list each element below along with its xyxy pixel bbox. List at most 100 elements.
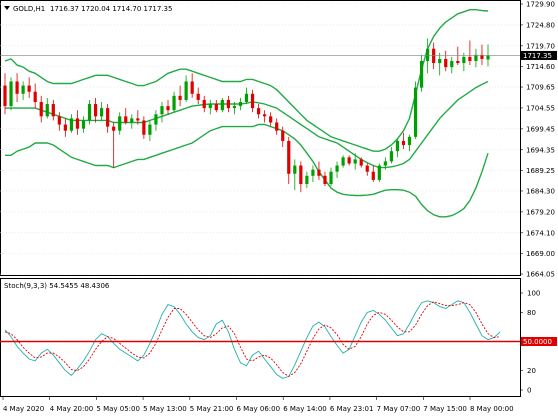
candle-body[interactable] <box>142 120 146 135</box>
time-tick-label: 4 May 20:00 <box>50 405 94 413</box>
candle-body[interactable] <box>220 99 224 111</box>
candle-body[interactable] <box>383 161 387 166</box>
candle-body[interactable] <box>3 85 7 107</box>
candle-body[interactable] <box>480 54 484 59</box>
candle-body[interactable] <box>468 56 472 61</box>
candle-body[interactable] <box>124 116 128 123</box>
candle-body[interactable] <box>148 124 152 135</box>
candle-body[interactable] <box>317 169 321 176</box>
candle-body[interactable] <box>27 85 31 92</box>
candle-body[interactable] <box>456 60 460 64</box>
candle-body[interactable] <box>371 171 375 180</box>
candle-body[interactable] <box>166 106 170 111</box>
candle-body[interactable] <box>154 114 158 125</box>
price-tick-label: 1669.00 <box>526 250 555 258</box>
candle-body[interactable] <box>100 108 104 117</box>
candle-body[interactable] <box>57 116 61 125</box>
candle-body[interactable] <box>130 118 134 123</box>
candle-body[interactable] <box>232 106 237 109</box>
candle-body[interactable] <box>377 165 381 180</box>
candle-body[interactable] <box>106 108 110 127</box>
candle-body[interactable] <box>93 104 98 117</box>
stoch-tick-label: 20 <box>527 367 536 375</box>
candle-body[interactable] <box>244 93 249 102</box>
candle-body[interactable] <box>226 99 230 109</box>
candle-body[interactable] <box>281 130 285 141</box>
candle-body[interactable] <box>413 87 418 137</box>
candle-body[interactable] <box>69 118 74 131</box>
candle-body[interactable] <box>81 120 86 129</box>
candles[interactable] <box>3 38 490 193</box>
candle-body[interactable] <box>15 81 19 94</box>
candle-body[interactable] <box>432 48 436 64</box>
candle-body[interactable] <box>293 165 297 174</box>
candle-body[interactable] <box>407 136 412 146</box>
candle-body[interactable] <box>486 55 490 60</box>
time-tick-label: 6 May 14:00 <box>283 405 327 413</box>
candle-body[interactable] <box>287 140 291 174</box>
candle-body[interactable] <box>335 165 339 172</box>
candle-body[interactable] <box>178 95 182 100</box>
candle-body[interactable] <box>87 104 92 121</box>
main-chart-frame <box>0 0 521 276</box>
candle-body[interactable] <box>51 104 55 117</box>
candle-body[interactable] <box>75 118 80 129</box>
candle-body[interactable] <box>33 91 37 102</box>
candle-body[interactable] <box>323 175 327 184</box>
candle-body[interactable] <box>444 58 448 68</box>
candle-body[interactable] <box>45 104 49 117</box>
candle-body[interactable] <box>136 118 140 121</box>
candle-body[interactable] <box>208 104 212 109</box>
candle-body[interactable] <box>395 140 400 152</box>
candle-body[interactable] <box>438 58 442 64</box>
candle-body[interactable] <box>184 81 188 100</box>
candle-body[interactable] <box>63 124 67 131</box>
candle-body[interactable] <box>305 175 309 184</box>
stoch-tick-label: 100 <box>527 290 540 298</box>
candle-body[interactable] <box>347 157 351 164</box>
candle-body[interactable] <box>353 159 357 164</box>
price-tick-label: 1719.70 <box>526 42 555 50</box>
candle-body[interactable] <box>462 56 466 64</box>
stoch-tick-label: 80 <box>527 309 536 317</box>
price-tick-label: 1699.45 <box>526 125 555 133</box>
candle-body[interactable] <box>39 101 43 117</box>
candle-body[interactable] <box>9 81 13 107</box>
chevron-down-icon[interactable] <box>4 6 10 10</box>
candle-body[interactable] <box>359 159 363 166</box>
candle-body[interactable] <box>250 93 255 109</box>
current-price-tag <box>521 50 557 60</box>
candle-body[interactable] <box>256 108 261 115</box>
candle-body[interactable] <box>118 116 122 131</box>
candle-body[interactable] <box>389 151 393 162</box>
price-tick-label: 1704.55 <box>526 104 555 112</box>
candle-body[interactable] <box>190 81 194 94</box>
candle-body[interactable] <box>238 101 243 107</box>
time-axis: 4 May 2020 4 May 20:00 5 May 05:00 5 May 13… <box>2 397 514 413</box>
candle-body[interactable] <box>112 126 116 131</box>
candle-body[interactable] <box>299 165 303 184</box>
time-tick-label: 4 May 2020 <box>3 405 44 413</box>
stoch-header: Stoch(9,3,3) 54.5455 48.4306 <box>4 282 110 290</box>
candle-body[interactable] <box>419 60 424 88</box>
candle-body[interactable] <box>426 48 430 61</box>
candle-body[interactable] <box>214 104 218 111</box>
candle-body[interactable] <box>341 157 345 166</box>
candle-body[interactable] <box>450 60 454 68</box>
candle-body[interactable] <box>202 99 206 109</box>
candle-body[interactable] <box>269 116 273 123</box>
candle-body[interactable] <box>21 85 25 94</box>
candle-body[interactable] <box>401 140 406 146</box>
candle-body[interactable] <box>196 93 200 100</box>
candle-body[interactable] <box>365 165 369 172</box>
time-tick-label: 6 May 06:00 <box>237 405 281 413</box>
candle-body[interactable] <box>311 169 315 176</box>
candle-body[interactable] <box>474 54 478 61</box>
candle-body[interactable] <box>329 171 333 184</box>
candle-body[interactable] <box>263 114 267 117</box>
candle-body[interactable] <box>275 122 279 131</box>
candle-body[interactable] <box>172 95 176 111</box>
candle-body[interactable] <box>160 106 164 115</box>
bollinger-lower-line <box>5 123 489 218</box>
